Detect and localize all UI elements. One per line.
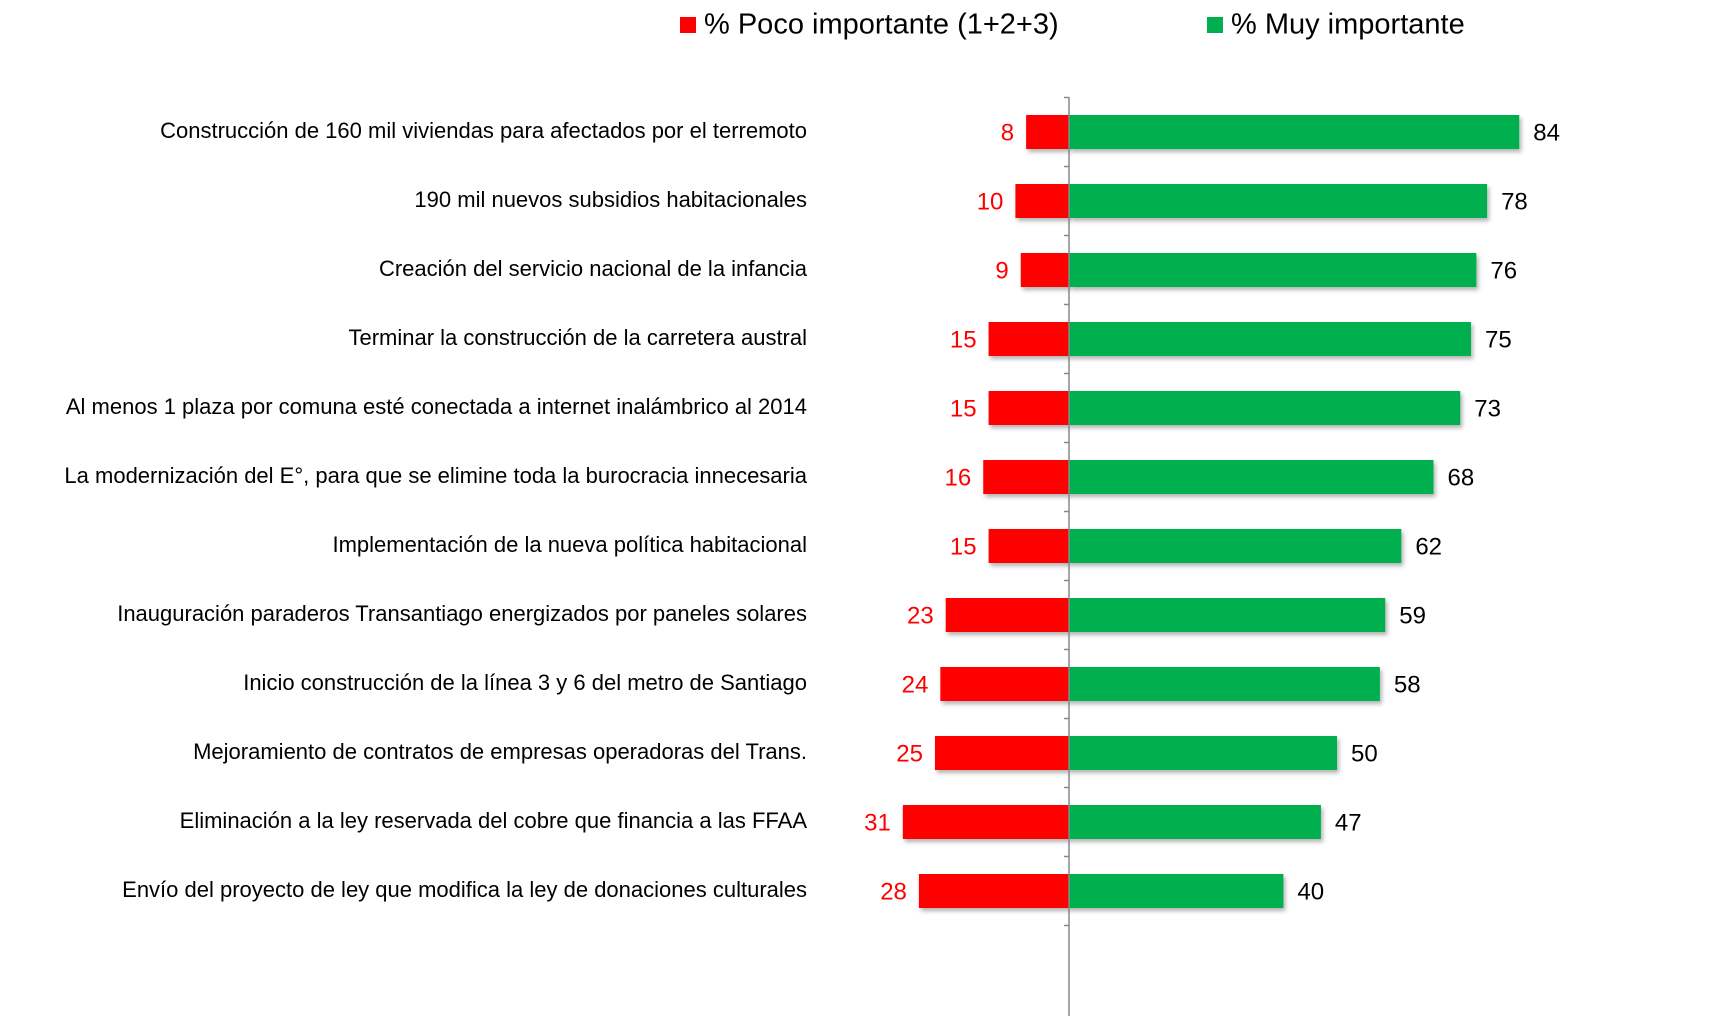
- category-label: Implementación de la nueva política habi…: [332, 532, 807, 557]
- bar: [988, 322, 1069, 356]
- value-label: 84: [1533, 119, 1560, 146]
- bar: [935, 736, 1069, 770]
- category-label: Envío del proyecto de ley que modifica l…: [122, 877, 807, 902]
- category-label: Al menos 1 plaza por comuna esté conecta…: [66, 394, 807, 419]
- value-label: 58: [1394, 671, 1421, 698]
- value-label: 9: [995, 257, 1008, 284]
- bar: [1069, 529, 1402, 563]
- value-label: 15: [950, 533, 977, 560]
- bar: [902, 805, 1069, 839]
- category-label: La modernización del E°, para que se eli…: [64, 463, 807, 488]
- value-label: 16: [945, 464, 972, 491]
- category-label: Inauguración paraderos Transantiago ener…: [117, 601, 807, 626]
- bar: [1069, 460, 1434, 494]
- value-label: 47: [1335, 809, 1362, 836]
- value-label: 50: [1351, 740, 1378, 767]
- value-label: 31: [864, 809, 891, 836]
- value-label: 73: [1474, 395, 1501, 422]
- value-label: 76: [1490, 257, 1517, 284]
- category-label: Inicio construcción de la línea 3 y 6 de…: [243, 670, 807, 695]
- value-label: 40: [1297, 878, 1324, 905]
- bar: [1069, 184, 1488, 218]
- value-label: 75: [1485, 326, 1512, 353]
- bar: [1015, 184, 1069, 218]
- category-label: Eliminación a la ley reservada del cobre…: [180, 808, 808, 833]
- value-label: 59: [1399, 602, 1426, 629]
- value-label: 15: [950, 395, 977, 422]
- bar: [1069, 805, 1321, 839]
- bar: [1069, 391, 1461, 425]
- value-label: 15: [950, 326, 977, 353]
- value-label: 28: [880, 878, 907, 905]
- bars: [902, 115, 1520, 908]
- legend-label: % Poco importante (1+2+3): [704, 9, 1059, 41]
- bar: [918, 874, 1069, 908]
- value-label: 25: [896, 740, 923, 767]
- value-label: 10: [977, 188, 1004, 215]
- bar: [1069, 253, 1477, 287]
- bar: [988, 529, 1069, 563]
- category-label: 190 mil nuevos subsidios habitacionales: [414, 187, 807, 212]
- legend-label: % Muy importante: [1231, 9, 1465, 41]
- bar: [1069, 874, 1284, 908]
- bar: [983, 460, 1069, 494]
- category-label: Mejoramiento de contratos de empresas op…: [193, 739, 807, 764]
- bar: [940, 667, 1069, 701]
- value-label: 23: [907, 602, 934, 629]
- value-label: 24: [902, 671, 929, 698]
- bar: [1069, 322, 1471, 356]
- bar: [1020, 253, 1069, 287]
- value-label: 68: [1447, 464, 1474, 491]
- category-label: Construcción de 160 mil viviendas para a…: [160, 118, 807, 143]
- bar: [1069, 667, 1380, 701]
- value-label: 8: [1001, 119, 1014, 146]
- bar: [1026, 115, 1069, 149]
- category-label: Terminar la construcción de la carretera…: [348, 325, 807, 350]
- legend-swatch: [1207, 17, 1223, 33]
- value-label: 62: [1415, 533, 1442, 560]
- bar: [1069, 598, 1386, 632]
- bar: [1069, 736, 1337, 770]
- bar: [988, 391, 1069, 425]
- value-label: 78: [1501, 188, 1528, 215]
- legend-swatch: [680, 17, 696, 33]
- bar: [945, 598, 1069, 632]
- category-label: Creación del servicio nacional de la inf…: [379, 256, 808, 281]
- bar: [1069, 115, 1520, 149]
